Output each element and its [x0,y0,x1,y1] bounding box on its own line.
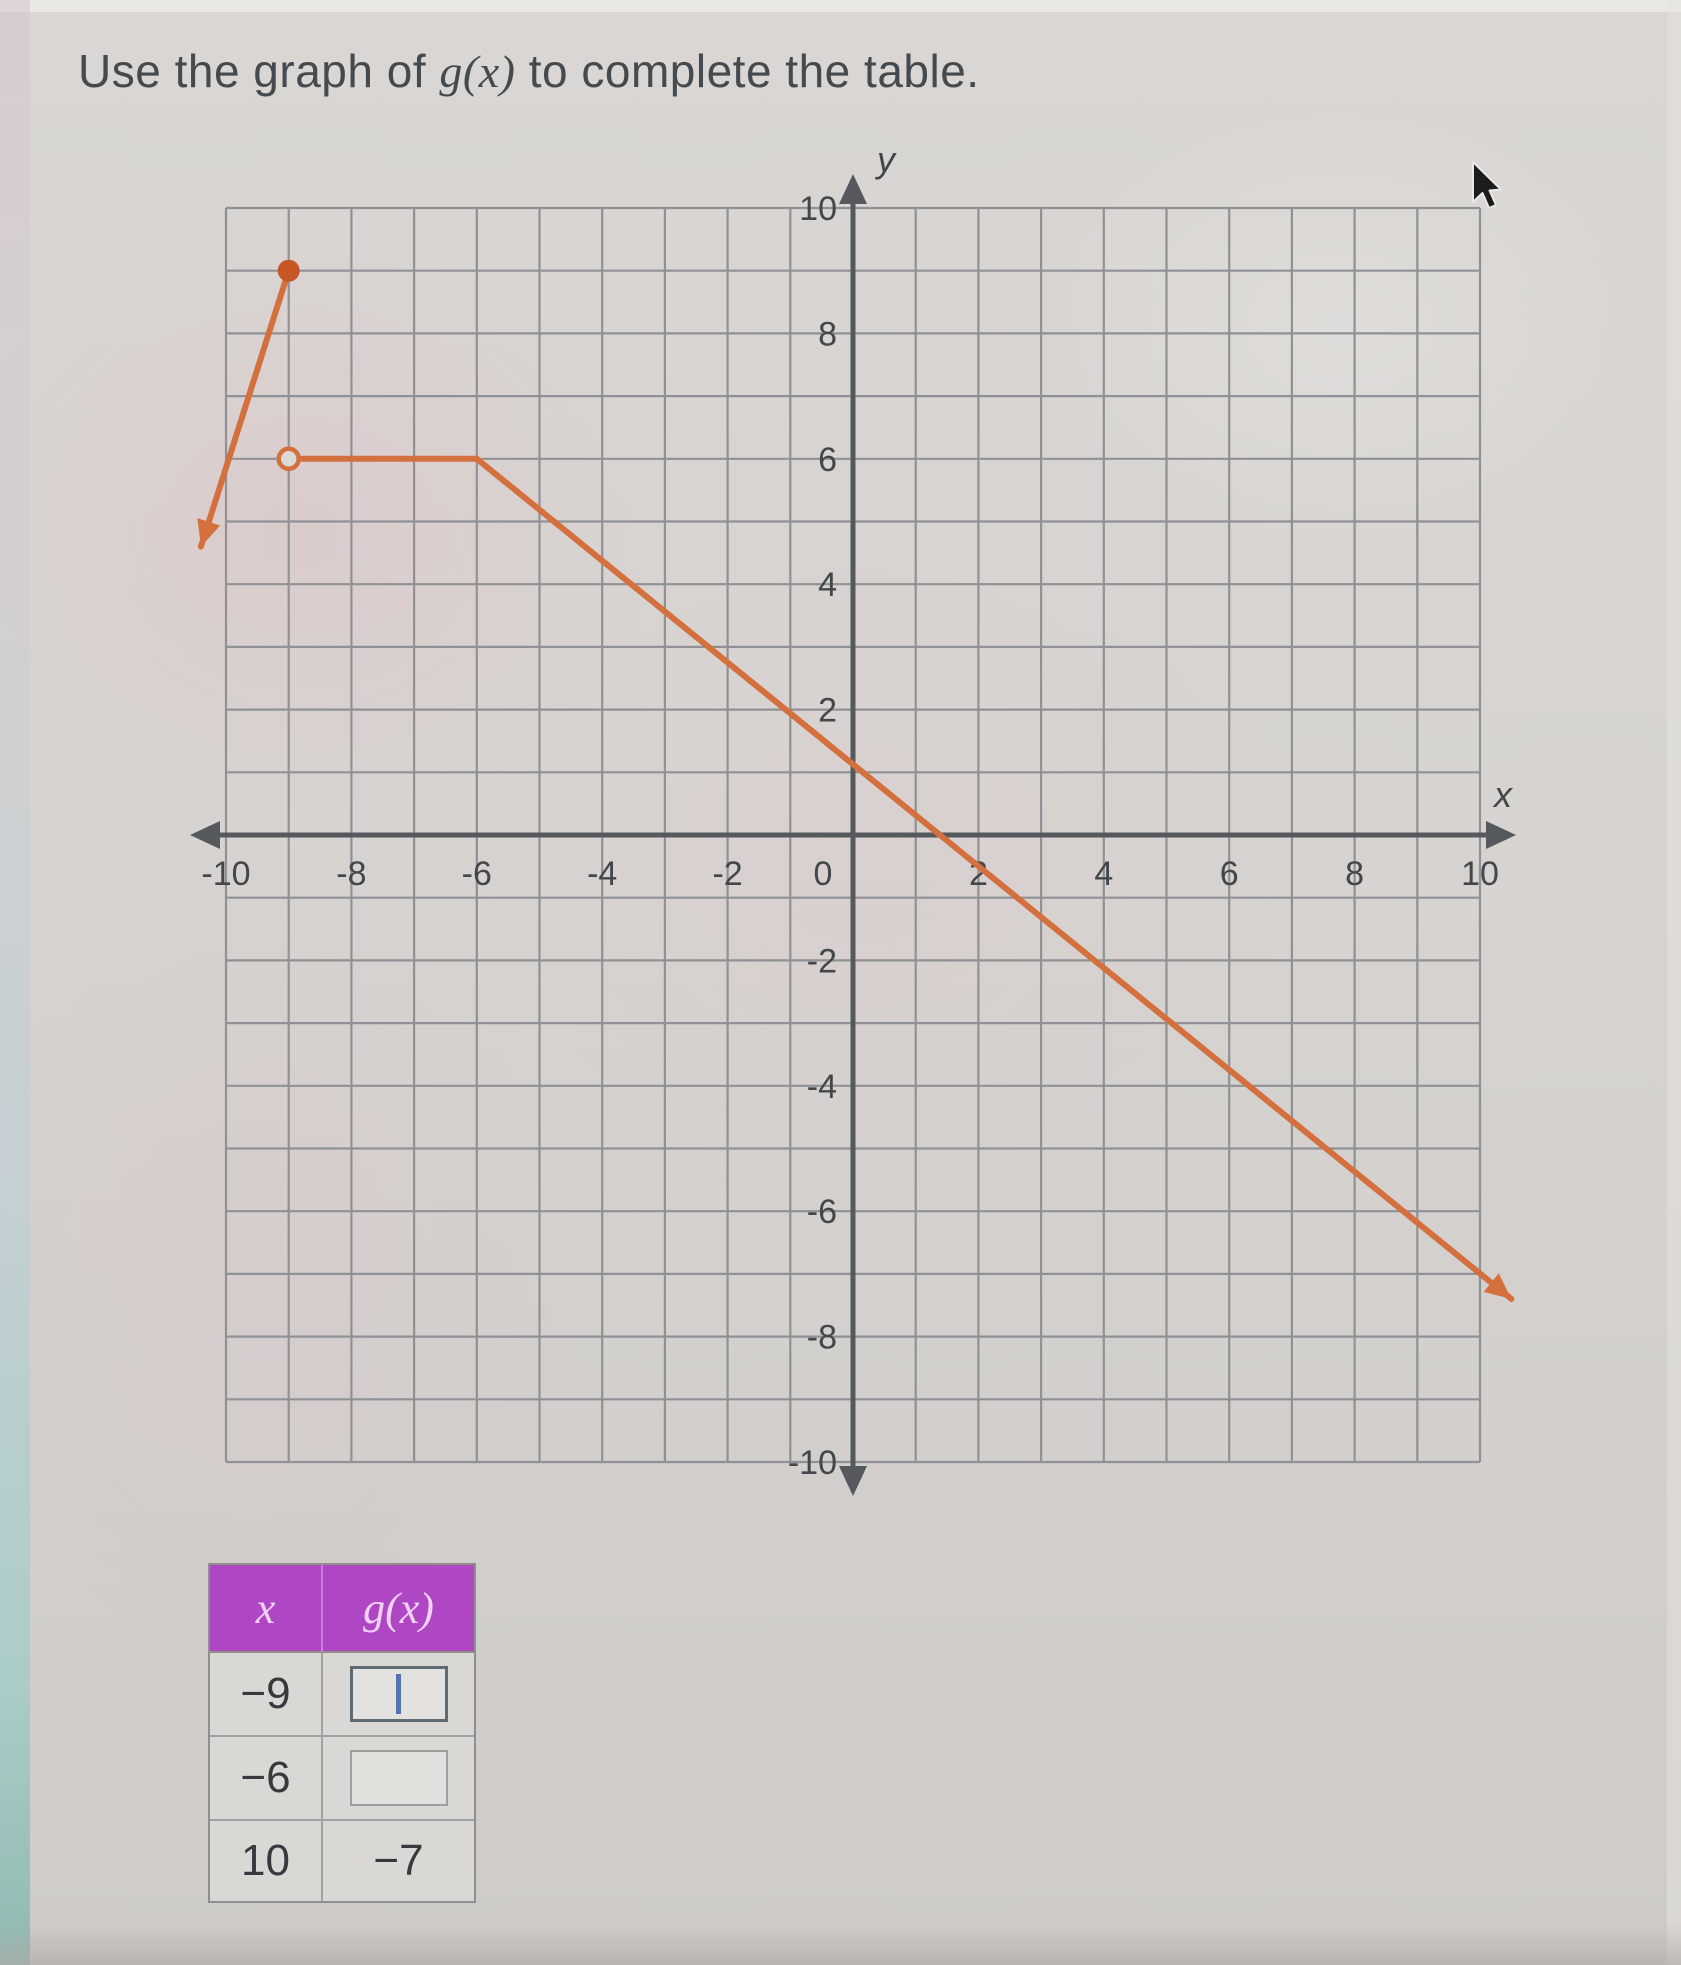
title-function-notation: g(x) [439,46,516,97]
table-row: −6 [210,1737,474,1821]
y-tick-label: -2 [807,942,837,980]
x-tick-label: 8 [1345,855,1364,893]
y-tick-label: -8 [807,1319,837,1357]
text-caret [396,1674,401,1714]
open-endpoint [276,446,301,472]
y-tick-label: -10 [788,1444,837,1482]
header-gx-label: g(x) [363,1583,434,1633]
table-header-gx: g(x) [323,1565,474,1653]
y-tick-label: -6 [807,1193,837,1231]
y-tick-label: -4 [807,1068,837,1106]
axes [190,174,1516,1496]
gx-input-row1[interactable] [349,1666,448,1722]
x-tick-label: 0 [814,855,833,893]
y-tick-label: 2 [818,692,837,730]
table-row: 10 −7 [210,1821,474,1901]
photo-edge-right [1667,0,1681,1965]
answer-table: x g(x) −9 −6 10 −7 [208,1563,476,1903]
title-text-prefix: Use the graph of [78,45,440,97]
page-title: Use the graph of g(x) to complete the ta… [78,44,980,98]
title-text-suffix: to complete the table. [515,45,980,97]
y-tick-label: 4 [818,566,837,604]
function-curve [197,259,1515,1302]
gx-answer-cell [323,1737,474,1821]
y-tick-label: 6 [818,441,837,479]
axis-letters: yx [874,139,1514,815]
y-tick-label: 8 [818,315,837,353]
x-tick-label: -4 [587,855,617,893]
x-value-cell: −6 [210,1737,323,1821]
table-row: −9 [210,1653,474,1737]
header-x-label: x [255,1583,276,1633]
x-tick-label: -8 [336,855,366,893]
photo-edge-top [0,0,1681,12]
x-axis-letter: x [1492,774,1514,815]
closed-endpoint [277,259,300,282]
x-tick-label: -2 [712,855,742,893]
y-axis-letter: y [874,139,897,180]
photo-edge-left [0,0,30,1965]
x-tick-label: -6 [462,855,492,893]
x-tick-label: 4 [1094,855,1113,893]
x-tick-label: 10 [1461,855,1499,893]
photo-edge-bottom [0,1923,1681,1965]
x-value-cell: −9 [210,1653,323,1737]
table-header-row: x g(x) [210,1565,474,1653]
y-tick-label: 10 [799,190,837,228]
table-header-x: x [210,1565,323,1653]
gx-value-cell: −7 [323,1821,474,1901]
gx-input-row2[interactable] [349,1750,448,1806]
x-tick-label: -10 [201,855,250,893]
x-tick-label: 6 [1220,855,1239,893]
x-value-cell: 10 [210,1821,323,1901]
gx-answer-cell [323,1653,474,1737]
mouse-cursor-icon [1472,161,1502,209]
